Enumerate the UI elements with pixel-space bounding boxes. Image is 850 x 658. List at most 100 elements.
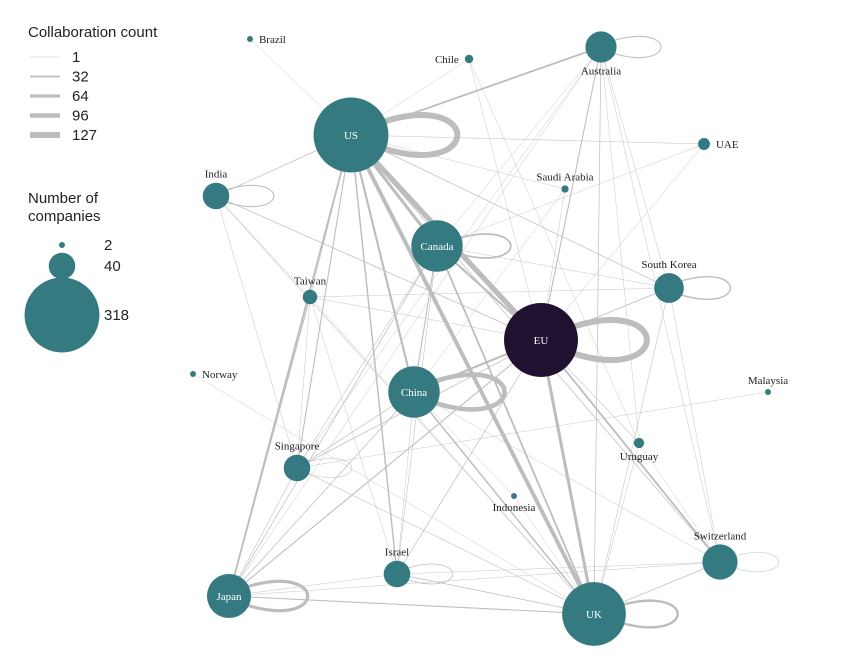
edge-uk-taiwan xyxy=(309,296,595,615)
collaboration-legend: Collaboration count 1 32 64 96 127 xyxy=(28,24,158,144)
edge-us-uae xyxy=(350,134,705,145)
edge-eu-japan xyxy=(228,339,542,597)
node-circle-norway xyxy=(190,371,196,377)
companies-legend-label-40: 40 xyxy=(104,258,121,275)
node-uae: UAE xyxy=(698,138,739,151)
node-circle-uruguay xyxy=(633,437,645,449)
edge-saudi-arabia-china xyxy=(413,188,566,393)
self-edge-us xyxy=(378,112,461,158)
node-label-uk: UK xyxy=(586,609,602,621)
edge-israel-taiwan xyxy=(309,296,398,575)
node-label-canada: Canada xyxy=(421,241,454,253)
edge-eu-chile xyxy=(468,58,542,341)
node-label-uruguay: Uruguay xyxy=(620,451,659,463)
node-canada: Canada xyxy=(411,220,463,272)
edge-japan-taiwan xyxy=(228,296,311,597)
node-norway: Norway xyxy=(190,369,238,381)
edge-us-singapore xyxy=(296,134,352,469)
collab-legend-label-127: 127 xyxy=(72,127,97,144)
nodes-layer: US EU UK Canada China Japan Switzerland Austral… xyxy=(190,31,788,646)
node-australia: Australia xyxy=(581,31,621,78)
node-circle-uk xyxy=(562,582,626,646)
node-malaysia: Malaysia xyxy=(748,375,788,395)
node-uk: UK xyxy=(562,582,626,646)
edge-uae-canada xyxy=(436,143,705,247)
edge-uruguay-switzerland xyxy=(638,442,721,563)
edge-china-israel xyxy=(396,391,415,575)
node-circle-israel xyxy=(383,560,411,588)
node-circle-china xyxy=(388,366,440,418)
self-edge-canada xyxy=(456,233,512,259)
self-edge-uk xyxy=(617,599,679,629)
self-edge-singapore xyxy=(306,458,353,478)
node-label-israel: Israel xyxy=(385,547,409,559)
companies-legend-title-line2: companies xyxy=(28,208,101,225)
companies-legend-title-line1: Number of xyxy=(28,190,99,207)
node-circle-australia xyxy=(585,31,617,63)
node-china: China xyxy=(388,366,440,418)
companies-legend-label-318: 318 xyxy=(104,307,129,324)
node-circle-chile xyxy=(464,54,474,64)
self-edge-australia xyxy=(612,35,662,59)
node-label-australia: Australia xyxy=(581,66,621,78)
node-switzerland: Switzerland xyxy=(694,530,747,580)
node-label-uae: UAE xyxy=(716,139,739,151)
self-edge-israel xyxy=(406,563,454,585)
edge-japan-australia xyxy=(228,46,602,597)
edges-layer xyxy=(192,35,780,629)
edge-uk-japan xyxy=(228,595,595,615)
node-circle-south-korea xyxy=(654,273,684,303)
node-circle-indonesia xyxy=(511,493,517,499)
companies-legend: Number of companies 2 40 318 xyxy=(24,190,129,353)
collab-legend-label-96: 96 xyxy=(72,108,89,125)
node-label-india: India xyxy=(205,169,228,181)
edge-australia-switzerland xyxy=(600,46,721,563)
edge-chile-uruguay xyxy=(468,58,640,444)
edge-eu-israel xyxy=(396,339,542,575)
node-eu: EU xyxy=(504,303,578,377)
edge-china-switzerland xyxy=(413,391,721,563)
companies-legend-label-2: 2 xyxy=(104,237,112,254)
node-singapore: Singapore xyxy=(275,441,319,482)
edge-canada-japan xyxy=(228,245,438,597)
edge-singapore-malaysia xyxy=(296,391,769,469)
node-saudi-arabia: Saudi Arabia xyxy=(536,171,594,193)
node-indonesia: Indonesia xyxy=(493,493,536,514)
edge-canada-south-korea xyxy=(436,245,670,289)
edge-australia-uruguay xyxy=(600,46,640,444)
node-us: US xyxy=(313,97,389,173)
node-circle-canada xyxy=(411,220,463,272)
node-circle-india xyxy=(202,182,230,210)
node-label-us: US xyxy=(344,130,358,142)
edge-japan-switzerland xyxy=(228,561,721,597)
edge-eu-uae xyxy=(540,143,705,341)
edge-eu-india xyxy=(215,195,542,341)
edge-israel-switzerland xyxy=(396,561,721,575)
node-circle-singapore xyxy=(283,454,311,482)
edge-us-south-korea xyxy=(350,134,670,289)
collaboration-legend-title: Collaboration count xyxy=(28,24,158,41)
node-uruguay: Uruguay xyxy=(620,437,659,463)
node-circle-brazil xyxy=(247,36,253,42)
node-label-indonesia: Indonesia xyxy=(493,502,536,514)
node-taiwan: Taiwan xyxy=(294,276,327,305)
node-circle-uae xyxy=(698,138,710,150)
edge-canada-singapore xyxy=(296,245,438,469)
node-label-taiwan: Taiwan xyxy=(294,276,327,288)
edge-us-uk xyxy=(349,133,596,616)
edge-uk-australia xyxy=(593,46,602,615)
self-edge-japan xyxy=(245,579,310,613)
self-edge-eu xyxy=(567,317,650,363)
self-edge-south-korea xyxy=(679,276,732,300)
node-label-eu: EU xyxy=(534,335,549,347)
collab-legend-label-32: 32 xyxy=(72,69,89,86)
node-circle-switzerland xyxy=(702,544,738,580)
node-label-switzerland: Switzerland xyxy=(694,530,747,542)
collab-legend-label-1: 1 xyxy=(72,49,80,66)
edge-uk-israel xyxy=(396,573,595,615)
edge-us-israel xyxy=(350,134,398,575)
edge-uk-china xyxy=(413,391,595,615)
companies-legend-circle-2 xyxy=(59,242,65,248)
node-label-malaysia: Malaysia xyxy=(748,375,788,387)
